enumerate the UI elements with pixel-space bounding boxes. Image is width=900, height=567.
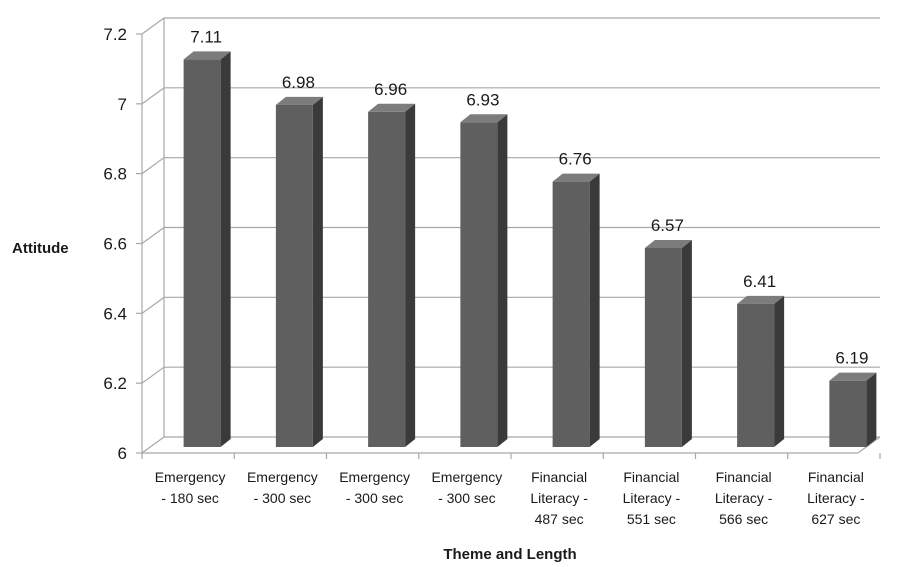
bar-front xyxy=(644,247,682,447)
x-category-label-line: - 300 sec xyxy=(438,490,496,506)
gridline xyxy=(141,87,880,105)
gridline xyxy=(141,157,880,175)
bar-front xyxy=(829,380,867,447)
x-category-label-line: 566 sec xyxy=(719,511,768,527)
x-category-label: Financial Literacy - 627 sec xyxy=(807,469,865,527)
x-category-label-line: Financial xyxy=(808,469,864,485)
x-category-label-line: Emergency xyxy=(339,469,410,485)
bar-top xyxy=(644,239,692,248)
y-axis-title: Attitude xyxy=(12,240,69,257)
bar-top xyxy=(275,96,323,105)
x-category-label-line: Emergency xyxy=(431,469,502,485)
bar-top xyxy=(829,372,877,381)
x-category-label-line: Literacy - xyxy=(623,490,681,506)
bar xyxy=(460,114,508,448)
bar-side xyxy=(405,103,416,448)
x-category-label-line: - 300 sec xyxy=(346,490,404,506)
y-tick-label: 6.8 xyxy=(103,165,127,184)
y-tick-label: 6.4 xyxy=(103,304,127,323)
x-category-label: Emergency - 300 sec xyxy=(247,469,318,506)
x-category-label: Emergency - 180 sec xyxy=(155,469,226,506)
data-label: 7.11 xyxy=(190,27,222,46)
bar-side xyxy=(220,51,231,448)
bars xyxy=(183,51,877,448)
y-tick-labels: 6 6.2 6.4 6.6 6.8 7 7.2 xyxy=(103,25,127,463)
x-category-label: Financial Literacy - 487 sec xyxy=(530,469,588,527)
y-tick-label: 6.2 xyxy=(103,374,127,393)
x-category-label-line: Emergency xyxy=(247,469,318,485)
x-category-label-line: Financial xyxy=(623,469,679,485)
bar xyxy=(829,372,877,447)
x-category-label-line: Emergency xyxy=(155,469,226,485)
x-category-label-line: Financial xyxy=(531,469,587,485)
floor-right-edge xyxy=(857,436,881,454)
x-category-label-line: Literacy - xyxy=(807,490,865,506)
bar-front xyxy=(275,104,313,448)
bar-side xyxy=(497,114,508,448)
x-category-label-line: Literacy - xyxy=(715,490,773,506)
x-category-label: Emergency - 300 sec xyxy=(431,469,502,506)
data-label: 6.19 xyxy=(835,349,868,368)
x-category-label-line: - 180 sec xyxy=(161,490,219,506)
bar xyxy=(368,103,416,448)
x-category-label-line: - 300 sec xyxy=(254,490,312,506)
data-label: 6.98 xyxy=(282,73,315,92)
x-category-label: Financial Literacy - 551 sec xyxy=(623,469,681,527)
data-label: 6.76 xyxy=(559,150,592,169)
axes xyxy=(136,18,881,459)
bar-side xyxy=(866,372,877,447)
data-label: 6.93 xyxy=(466,90,499,109)
bar-top xyxy=(737,295,785,304)
data-labels: 7.11 6.98 6.96 6.93 6.76 6.57 6.41 6.19 xyxy=(190,27,868,367)
x-category-label-line: 627 sec xyxy=(811,511,860,527)
bar xyxy=(183,51,231,448)
y-tick-label: 7 xyxy=(118,95,127,114)
y-tick-label: 6 xyxy=(118,444,127,463)
gridline xyxy=(141,17,880,35)
data-label: 6.57 xyxy=(651,216,684,235)
bar-side xyxy=(774,295,785,447)
x-category-label-line: Literacy - xyxy=(530,490,588,506)
bar-front xyxy=(368,111,406,448)
y-tick-label: 7.2 xyxy=(103,25,127,44)
bar-side xyxy=(312,96,323,448)
bar-side xyxy=(681,239,692,447)
x-category-label-line: Financial xyxy=(716,469,772,485)
bar-front xyxy=(737,303,775,447)
x-category-label: Emergency - 300 sec xyxy=(339,469,410,506)
bar-top xyxy=(460,114,508,123)
bar-top xyxy=(183,51,231,60)
x-category-label-line: 551 sec xyxy=(627,511,676,527)
gridline xyxy=(141,226,880,244)
bar-side xyxy=(589,173,600,447)
bar-front xyxy=(552,181,590,447)
bar-front xyxy=(460,122,498,448)
bar-front xyxy=(183,59,221,448)
bar-top xyxy=(368,103,416,112)
x-category-label: Financial Literacy - 566 sec xyxy=(715,469,773,527)
bar xyxy=(275,96,323,448)
x-category-label-line: 487 sec xyxy=(535,511,584,527)
bar xyxy=(644,239,692,447)
y-tick-label: 6.6 xyxy=(103,235,127,254)
bar xyxy=(737,295,785,447)
bar-top xyxy=(552,173,600,182)
data-label: 6.41 xyxy=(743,272,776,291)
bar xyxy=(552,173,600,447)
data-label: 6.96 xyxy=(374,80,407,99)
x-axis-title: Theme and Length xyxy=(443,546,576,563)
